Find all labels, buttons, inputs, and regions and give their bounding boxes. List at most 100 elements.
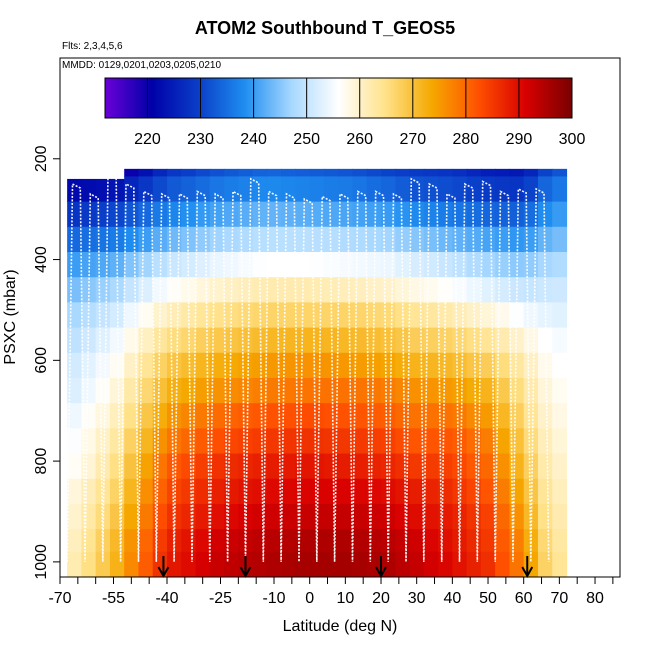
heatmap-cell: [152, 201, 168, 228]
heatmap-cell: [95, 503, 111, 530]
heatmap-cell: [480, 551, 496, 577]
heatmap-cell: [423, 529, 439, 553]
heatmap-cell: [495, 503, 511, 530]
heatmap-cell: [95, 352, 111, 379]
heatmap-cell: [109, 352, 125, 379]
axes: -70 -55 -40 -25 -10 0 10 20 30 40 50 60 70 80 200 400 60…: [33, 145, 614, 607]
heatmap-cell: [523, 428, 539, 455]
heatmap-cell: [509, 403, 525, 429]
x-tick-label: -70: [48, 590, 71, 607]
heatmap-cell: [552, 377, 568, 404]
heatmap-cell: [238, 251, 254, 278]
heatmap-cell: [209, 176, 225, 203]
heatmap-cell: [95, 327, 111, 354]
heatmap-cell: [323, 478, 339, 505]
heatmap-cell: [252, 302, 268, 329]
heatmap-cell: [181, 551, 197, 577]
heatmap-cell: [509, 277, 525, 303]
heatmap-cell: [409, 529, 425, 553]
heatmap-cell: [509, 201, 525, 228]
heatmap-cell: [295, 226, 311, 253]
heatmap-cell: [423, 551, 439, 577]
heatmap-cell: [452, 428, 468, 455]
heatmap-cell: [323, 503, 339, 530]
heatmap-cell: [452, 503, 468, 530]
heatmap-cell: [124, 551, 140, 577]
heatmap-cell: [281, 428, 297, 455]
heatmap-cell: [95, 377, 111, 404]
heatmap-cell: [309, 168, 325, 178]
heatmap-cell: [552, 251, 568, 278]
heatmap-cell: [338, 352, 354, 379]
heatmap-cell: [195, 503, 211, 530]
heatmap-cell: [352, 428, 368, 455]
heatmap-cell: [395, 168, 411, 178]
heatmap-cell: [195, 327, 211, 354]
heatmap-cell: [109, 551, 125, 577]
heatmap-cell: [167, 302, 182, 329]
heatmap-cell: [523, 377, 539, 404]
heatmap-cell: [181, 529, 197, 553]
x-tick-label: 50: [479, 590, 497, 607]
heatmap-cell: [109, 226, 125, 253]
heatmap-cell: [152, 403, 168, 429]
heatmap-cell: [67, 302, 83, 329]
heatmap-cell: [480, 453, 496, 480]
heatmap-cell: [109, 478, 125, 505]
heatmap-cell: [309, 428, 325, 455]
heatmap-cell: [338, 327, 354, 354]
heatmap-cell: [295, 377, 311, 404]
heatmap-cell: [81, 529, 97, 553]
heatmap-cell: [366, 226, 382, 253]
heatmap-cell: [152, 377, 168, 404]
heatmap-cell: [95, 453, 111, 480]
heatmap-cell: [352, 327, 368, 354]
heatmap-cell: [381, 377, 396, 404]
heatmap-cell: [381, 453, 396, 480]
heatmap-cell: [266, 251, 282, 278]
heatmap-cell: [124, 529, 140, 553]
heatmap-cell: [224, 551, 239, 577]
heatmap-cell: [195, 201, 211, 228]
heatmap-cell: [509, 428, 525, 455]
heatmap-cell: [409, 377, 425, 404]
heatmap-cell: [238, 176, 254, 203]
heatmap-cell: [281, 478, 297, 505]
heatmap-cell: [409, 503, 425, 530]
heatmap-cell: [67, 453, 83, 480]
heatmap-cell: [352, 352, 368, 379]
heatmap-cell: [537, 168, 553, 178]
heatmap-cell: [537, 176, 553, 203]
heatmap-cell: [352, 478, 368, 505]
heatmap-cell: [209, 327, 225, 354]
heatmap-cell: [309, 327, 325, 354]
heatmap-cell: [266, 352, 282, 379]
heatmap-cell: [552, 176, 568, 203]
heatmap-cell: [323, 168, 339, 178]
heatmap-cell: [209, 377, 225, 404]
heatmap-cell: [352, 302, 368, 329]
x-tick-label: 10: [336, 590, 354, 607]
heatmap-cell: [509, 176, 525, 203]
heatmap-cell: [409, 251, 425, 278]
heatmap-cell: [309, 551, 325, 577]
heatmap-cell: [81, 178, 97, 203]
heatmap-cell: [295, 453, 311, 480]
heatmap-cell: [124, 478, 140, 505]
heatmap-cell: [366, 176, 382, 203]
heatmap-cell: [209, 478, 225, 505]
flight-track-line: [66, 157, 550, 562]
heatmap-cell: [523, 352, 539, 379]
colorbar-tick-label: 230: [187, 131, 214, 148]
heatmap-cell: [409, 453, 425, 480]
heatmap-cell: [480, 529, 496, 553]
heatmap-cell: [409, 478, 425, 505]
heatmap-cell: [281, 176, 297, 203]
heatmap-cell: [323, 377, 339, 404]
heatmap-cell: [352, 377, 368, 404]
heatmap-cell: [395, 529, 411, 553]
heatmap-cell: [409, 226, 425, 253]
heatmap-cell: [480, 176, 496, 203]
heatmap-cell: [295, 201, 311, 228]
heatmap-cell: [352, 503, 368, 530]
